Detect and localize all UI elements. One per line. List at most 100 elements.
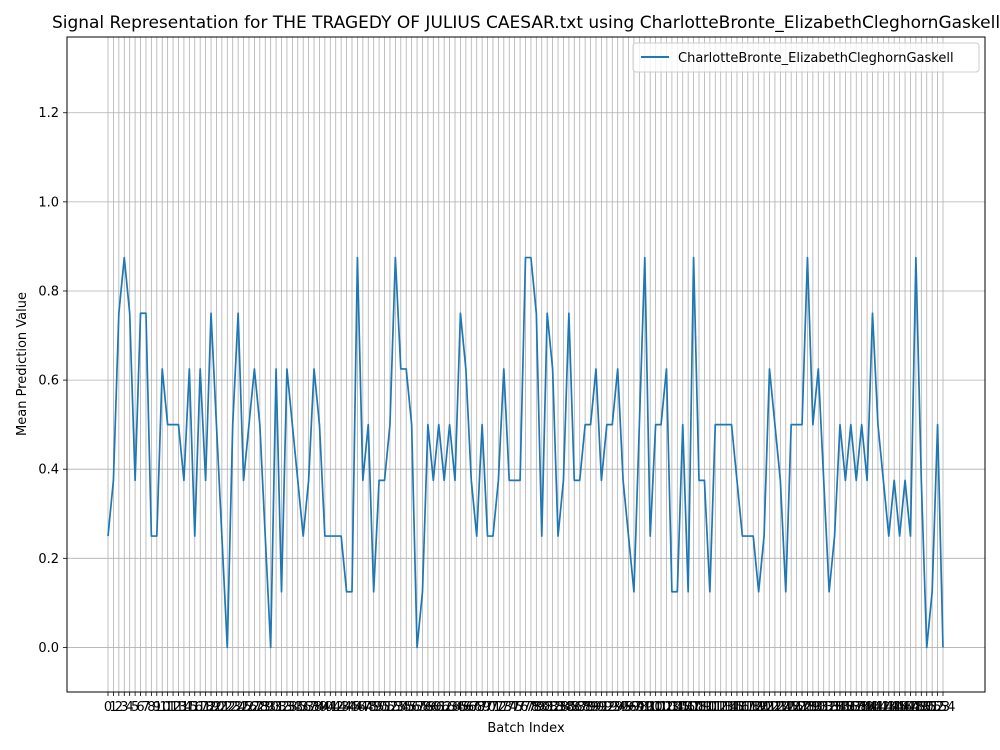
x-tick-label: 28 — [252, 700, 269, 715]
x-tick-label: 69 — [474, 700, 491, 715]
x-tick-label: 113 — [708, 700, 733, 715]
x-tick-label: 75 — [506, 700, 523, 715]
x-tick-label: 60 — [425, 700, 442, 715]
x-tick-label: 144 — [876, 700, 901, 715]
x-tick-label: 57 — [409, 700, 426, 715]
x-tick-label: 112 — [703, 700, 728, 715]
x-tick-label: 29 — [257, 700, 274, 715]
x-tick-label: 62 — [436, 700, 453, 715]
x-tick-label: 6 — [136, 700, 144, 715]
x-tick-label: 123 — [763, 700, 788, 715]
x-tick-label: 111 — [697, 700, 722, 715]
x-tick-label: 46 — [349, 700, 366, 715]
y-tick-label: 0.8 — [38, 284, 59, 299]
x-tick-label: 32 — [273, 700, 290, 715]
x-tick-label: 90 — [588, 700, 605, 715]
x-tick-label: 77 — [517, 700, 534, 715]
x-tick-label: 40 — [317, 700, 334, 715]
x-tick-label: 81 — [539, 700, 556, 715]
x-tick-label: 106 — [670, 700, 695, 715]
x-tick-label: 47 — [355, 700, 372, 715]
x-tick-label: 91 — [593, 700, 610, 715]
x-tick-label: 14 — [176, 700, 193, 715]
x-tick-label: 110 — [692, 700, 717, 715]
x-tick-label: 85 — [561, 700, 578, 715]
x-tick-label: 33 — [279, 700, 296, 715]
x-tick-label: 21 — [214, 700, 231, 715]
x-tick-label: 143 — [871, 700, 896, 715]
x-tick-label: 18 — [197, 700, 214, 715]
x-tick-label: 79 — [528, 700, 545, 715]
x-tick-label: 93 — [604, 700, 621, 715]
x-tick-label: 42 — [327, 700, 344, 715]
series-line — [107, 256, 944, 649]
x-tick-label: 7 — [142, 700, 150, 715]
x-tick-label: 101 — [643, 700, 668, 715]
x-tick-label: 104 — [659, 700, 684, 715]
x-tick-label: 136 — [833, 700, 858, 715]
x-tick-label: 108 — [681, 700, 706, 715]
x-tick-label: 73 — [496, 700, 513, 715]
x-tick-label: 38 — [306, 700, 323, 715]
x-tick-label: 51 — [376, 700, 393, 715]
x-tick-label: 12 — [165, 700, 182, 715]
x-tick-label: 78 — [523, 700, 540, 715]
x-tick-label: 55 — [398, 700, 415, 715]
x-tick-label: 150 — [909, 700, 934, 715]
y-tick-label: 1.2 — [38, 106, 59, 121]
legend-box — [632, 42, 980, 73]
x-tick-label: 5 — [131, 700, 139, 715]
x-tick-label: 129 — [795, 700, 820, 715]
x-tick-label: 45 — [344, 700, 361, 715]
x-tick-label: 97 — [626, 700, 643, 715]
x-tick-label: 103 — [654, 700, 679, 715]
x-tick-label: 54 — [393, 700, 410, 715]
x-tick-label: 74 — [501, 700, 518, 715]
x-tick-label: 92 — [599, 700, 616, 715]
x-tick-label: 27 — [246, 700, 263, 715]
x-tick-label: 56 — [403, 700, 420, 715]
x-tick-label: 84 — [555, 700, 572, 715]
x-tick-label: 16 — [186, 700, 203, 715]
x-tick-label: 95 — [615, 700, 632, 715]
legend-label: CharlotteBronte_ElizabethCleghornGaskell — [678, 51, 954, 66]
y-tick-label: 0.2 — [38, 552, 59, 567]
x-tick-label: 63 — [441, 700, 458, 715]
x-tick-label: 117 — [730, 700, 755, 715]
x-tick-label: 131 — [806, 700, 831, 715]
x-tick-label: 34 — [284, 700, 301, 715]
x-tick-label: 72 — [490, 700, 507, 715]
x-tick-label: 8 — [147, 700, 155, 715]
x-tick-label: 23 — [224, 700, 241, 715]
x-tick-label: 58 — [414, 700, 431, 715]
x-tick-label: 128 — [790, 700, 815, 715]
x-tick-label: 89 — [582, 700, 599, 715]
x-tick-label: 139 — [849, 700, 874, 715]
x-tick-label: 35 — [289, 700, 306, 715]
x-tick-label: 99 — [637, 700, 654, 715]
x-tick-label: 133 — [817, 700, 842, 715]
x-axis-ticks: 0123456789101112131415161718192021222324… — [104, 692, 955, 715]
x-tick-label: 88 — [577, 700, 594, 715]
x-tick-label: 83 — [550, 700, 567, 715]
x-tick-label: 126 — [779, 700, 804, 715]
x-tick-label: 48 — [360, 700, 377, 715]
x-tick-label: 3 — [120, 700, 128, 715]
x-tick-label: 153 — [925, 700, 950, 715]
x-tick-label: 140 — [855, 700, 880, 715]
y-tick-label: 0.6 — [38, 374, 59, 389]
x-tick-label: 68 — [468, 700, 485, 715]
x-tick-label: 53 — [387, 700, 404, 715]
x-tick-label: 135 — [828, 700, 853, 715]
x-tick-label: 107 — [676, 700, 701, 715]
x-tick-label: 125 — [773, 700, 798, 715]
x-tick-label: 82 — [544, 700, 561, 715]
x-tick-label: 122 — [757, 700, 782, 715]
x-tick-label: 13 — [170, 700, 187, 715]
x-tick-label: 94 — [609, 700, 626, 715]
x-tick-label: 124 — [768, 700, 793, 715]
x-tick-label: 147 — [893, 700, 918, 715]
y-axis-ticks: 0.0 0.2 0.4 0.6 0.8 1.0 1.2 — [38, 106, 67, 656]
x-tick-label: 105 — [665, 700, 690, 715]
x-tick-label: 148 — [898, 700, 923, 715]
